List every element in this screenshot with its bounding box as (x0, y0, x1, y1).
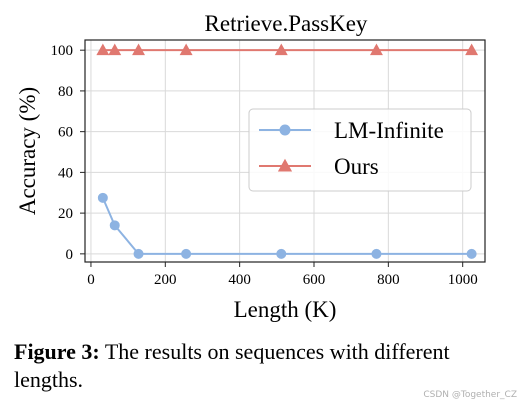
plot-frame (84, 39, 486, 263)
y-tick-label: 40 (58, 165, 73, 181)
y-tick-label: 20 (58, 206, 73, 222)
y-axis-label: Accuracy (%) (15, 87, 40, 215)
figure-caption: Figure 3: The results on sequences with … (14, 338, 499, 394)
x-tick-label: 800 (377, 272, 400, 288)
x-tick-label: 0 (87, 272, 95, 288)
chart: Retrieve.PassKey 0 200 400 600 800 1000 0 20 40 6… (15, 11, 486, 322)
ours-point (179, 43, 193, 56)
series-layer (96, 43, 479, 259)
x-tick-label: 200 (154, 272, 177, 288)
lm-infinite-line (101, 197, 472, 255)
ours-point (108, 43, 122, 56)
ours-point (96, 43, 110, 56)
lm-infinite-point (466, 248, 477, 259)
legend-lm-infinite-label: LM-Infinite (334, 118, 444, 143)
y-tick-label: 80 (58, 84, 73, 100)
caption-label: Figure 3: (14, 339, 100, 364)
ours-point (274, 43, 288, 56)
legend-ours-marker (277, 158, 293, 172)
y-tick-label: 100 (51, 43, 74, 59)
lm-infinite-point (371, 248, 382, 259)
x-axis-label: Length (K) (234, 297, 337, 322)
ours-point (369, 43, 383, 56)
y-tick-label: 0 (66, 247, 74, 263)
lm-infinite-point (97, 192, 108, 203)
lm-infinite-point (276, 248, 287, 259)
ours-point (465, 43, 479, 56)
watermark: CSDN @Together_CZ (423, 390, 517, 400)
legend: LM-Infinite Ours (248, 108, 472, 192)
chart-title: Retrieve.PassKey (205, 11, 368, 36)
legend-ours-label: Ours (334, 154, 379, 179)
lm-infinite-point (109, 220, 120, 231)
caption-text: The results on sequences with different … (14, 339, 450, 392)
lm-infinite-point (133, 248, 144, 259)
x-tick-label: 600 (303, 272, 326, 288)
y-tick-label: 60 (58, 125, 73, 141)
lm-infinite-point (181, 248, 192, 259)
ours-point (132, 43, 146, 56)
legend-lm-infinite-marker (279, 124, 291, 136)
ticks: 0 200 400 600 800 1000 0 20 40 60 80 100 (51, 43, 478, 288)
x-tick-label: 400 (228, 272, 251, 288)
x-tick-label: 1000 (448, 272, 478, 288)
